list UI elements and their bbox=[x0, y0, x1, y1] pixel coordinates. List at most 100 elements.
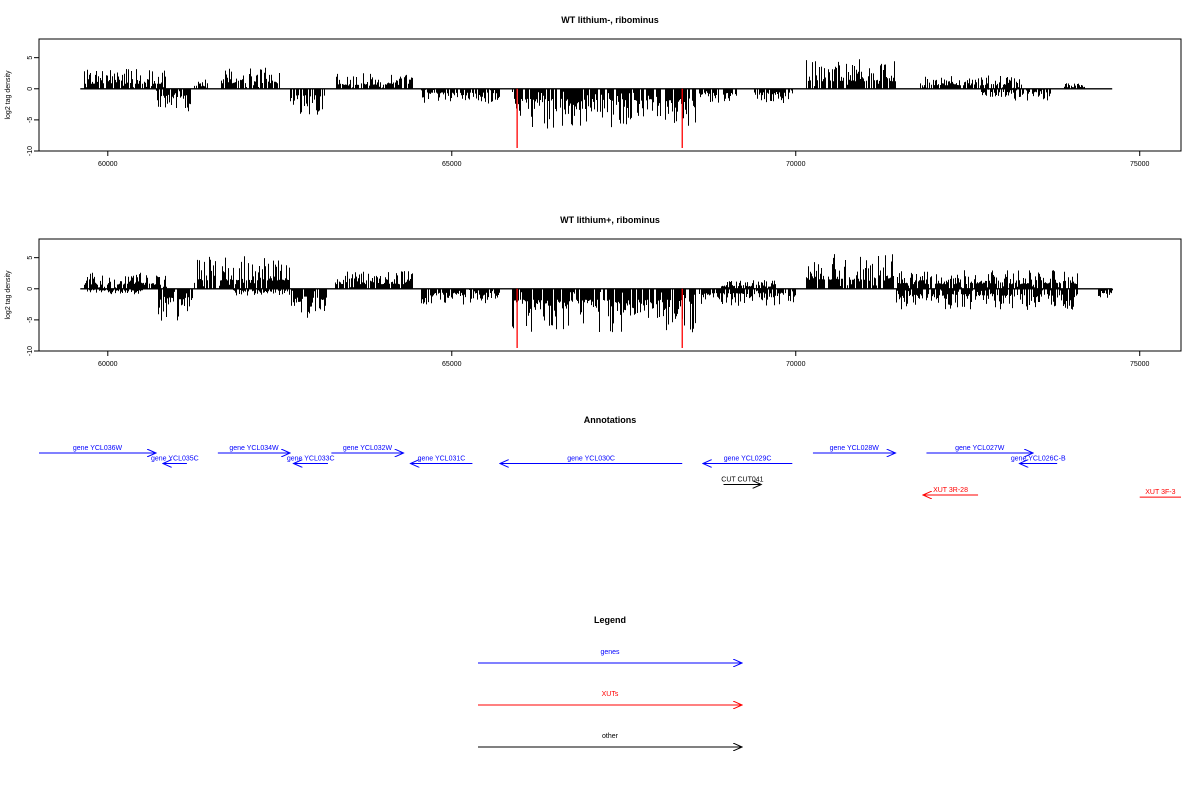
bar-mark bbox=[699, 288, 796, 306]
annotation-feature: gene YCL029C bbox=[703, 456, 793, 464]
bar-mark bbox=[156, 88, 191, 112]
bar-mark bbox=[158, 288, 193, 321]
legend-label: XUTs bbox=[602, 691, 619, 698]
feature-label: gene YCL033C bbox=[287, 456, 335, 463]
bar-segment bbox=[806, 59, 896, 89]
bar-mark bbox=[290, 88, 325, 115]
feature-label: gene YCL026C-B bbox=[1011, 456, 1066, 463]
bar-mark bbox=[920, 75, 1022, 89]
legend-label: genes bbox=[600, 649, 620, 656]
bar-mark bbox=[194, 79, 208, 89]
annotation-feature: gene YCL035C bbox=[151, 456, 199, 464]
bar-segment bbox=[699, 88, 737, 103]
bar-segment bbox=[699, 288, 796, 306]
bar-segment bbox=[897, 270, 1078, 289]
feature-label: gene YCL036W bbox=[73, 445, 123, 452]
x-tick-label: 75000 bbox=[1130, 361, 1150, 368]
x-tick-label: 70000 bbox=[786, 161, 806, 168]
annotation-feature: CUT CUT041 bbox=[721, 477, 764, 485]
feature-label: gene YCL029C bbox=[724, 456, 772, 463]
bar-segment bbox=[194, 256, 290, 289]
legend-title: Legend bbox=[594, 615, 626, 625]
feature-label: CUT CUT041 bbox=[721, 477, 763, 484]
feature-label: gene YCL035C bbox=[151, 456, 199, 463]
bar-segment bbox=[512, 288, 696, 333]
feature-label: gene YCL030C bbox=[567, 456, 615, 463]
bar-mark bbox=[512, 88, 696, 129]
x-tick-label: 65000 bbox=[442, 161, 462, 168]
axes-2: 60000 65000 70000 75000 5 0 -5 -10 bbox=[27, 256, 1150, 368]
annotation-feature: gene YCL027W bbox=[926, 445, 1033, 453]
legend: Legend genes XUTs other bbox=[478, 615, 742, 747]
bar-segment bbox=[806, 254, 894, 289]
bar-mark bbox=[291, 288, 327, 318]
bar-segment bbox=[87, 288, 143, 295]
bar-segment bbox=[920, 75, 1022, 89]
annotation-feature: gene YCL033C bbox=[287, 456, 335, 464]
bar-segment bbox=[335, 271, 413, 289]
feature-label: gene YCL032W bbox=[343, 445, 393, 452]
feature-label: gene YCL031C bbox=[418, 456, 466, 463]
bar-segment bbox=[1098, 288, 1113, 298]
feature-label: gene YCL027W bbox=[955, 445, 1005, 452]
y-axis-label-2: log2 tag density bbox=[5, 270, 12, 320]
bar-mark bbox=[221, 67, 280, 89]
feature-label: XUT 3F-3 bbox=[1145, 489, 1175, 496]
bar-mark bbox=[806, 59, 896, 89]
bar-mark bbox=[897, 270, 1078, 289]
bar-segment bbox=[754, 88, 793, 103]
annotation-feature: gene YCL026C-B bbox=[1011, 456, 1066, 464]
x-tick-label: 70000 bbox=[786, 361, 806, 368]
legend-items: genes XUTs other bbox=[478, 649, 742, 747]
bar-segment bbox=[896, 288, 1078, 310]
bar-mark bbox=[233, 288, 294, 296]
bar-mark bbox=[896, 288, 1078, 310]
y-tick-label: -10 bbox=[27, 346, 34, 356]
annotation-feature: gene YCL034W bbox=[217, 445, 290, 453]
bar-mark bbox=[84, 272, 167, 289]
track-title-2: WT lithium+, ribominus bbox=[560, 215, 660, 225]
x-tick-label: 65000 bbox=[442, 361, 462, 368]
bar-segment bbox=[291, 288, 327, 318]
bar-segment bbox=[158, 288, 193, 321]
bar-mark bbox=[806, 254, 894, 289]
bar-segment bbox=[233, 288, 294, 296]
bar-segment bbox=[156, 88, 191, 112]
legend-label: other bbox=[602, 733, 619, 740]
annotation-feature: gene YCL031C bbox=[410, 456, 473, 464]
bar-mark bbox=[754, 88, 793, 103]
bar-mark bbox=[1098, 288, 1113, 298]
bars-2 bbox=[80, 254, 1113, 333]
feature-label: XUT 3R-28 bbox=[933, 487, 968, 494]
y-tick-label: -5 bbox=[27, 117, 34, 123]
track-panel-1: WT lithium-, ribominus 60000 65000 70000 75… bbox=[5, 15, 1182, 168]
bar-mark bbox=[981, 88, 1051, 101]
bar-mark bbox=[421, 88, 500, 104]
annotation-feature: gene YCL030C bbox=[500, 456, 683, 464]
bar-segment bbox=[421, 288, 500, 305]
x-tick-label: 60000 bbox=[98, 161, 118, 168]
bar-segment bbox=[721, 280, 776, 289]
bar-mark bbox=[421, 288, 500, 305]
y-tick-label: 5 bbox=[27, 56, 34, 60]
highlight-lines-2 bbox=[516, 288, 683, 348]
bar-segment bbox=[290, 88, 325, 115]
y-tick-label: -10 bbox=[27, 146, 34, 156]
feature-label: gene YCL028W bbox=[830, 445, 880, 452]
y-tick-label: 0 bbox=[27, 87, 34, 91]
bar-mark bbox=[335, 271, 413, 289]
annotation-feature: XUT 3F-3 bbox=[1139, 489, 1181, 498]
legend-item: genes bbox=[478, 649, 742, 663]
axes-1: 60000 65000 70000 75000 5 0 -5 -10 bbox=[27, 56, 1150, 168]
x-tick-label: 75000 bbox=[1130, 161, 1150, 168]
annotation-feature: gene YCL028W bbox=[812, 445, 896, 453]
bar-segment bbox=[84, 69, 166, 89]
bar-segment bbox=[1064, 83, 1085, 89]
annotation-features: gene YCL036W gene YCL035C gene YCL034W gene… bbox=[39, 445, 1181, 497]
bar-segment bbox=[194, 79, 208, 89]
plot-frame-1 bbox=[38, 38, 1182, 152]
bar-mark bbox=[512, 288, 696, 333]
track-panel-2: WT lithium+, ribominus 60000 65000 70000 75… bbox=[5, 215, 1182, 368]
bars-1 bbox=[80, 59, 1113, 129]
